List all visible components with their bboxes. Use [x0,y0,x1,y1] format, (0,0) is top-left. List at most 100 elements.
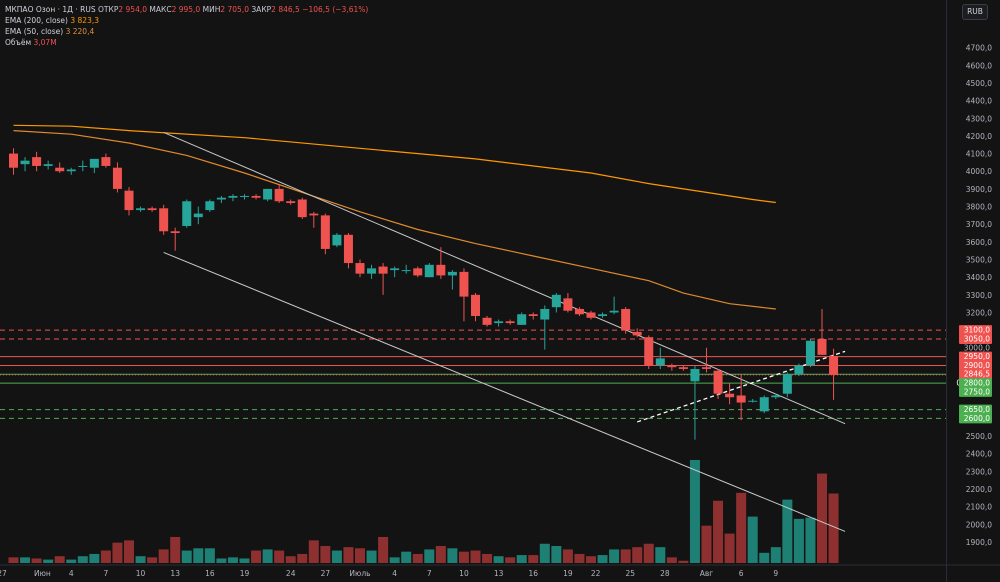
time-axis-tick-label: 10 [459,569,469,578]
candle [43,160,53,170]
candle-body [147,208,157,211]
price-label-value: 3050,0 [964,335,990,344]
candle-body [782,374,792,394]
candle [482,316,492,327]
candle-body [794,365,804,375]
price-label-box [959,333,992,344]
candle [725,383,735,405]
volume-bar [31,558,42,563]
price-label-value: 2650,0 [964,405,990,414]
candle [147,206,157,212]
volume-bar [482,553,493,563]
currency-button[interactable]: RUB [962,4,988,20]
legend-ema200-row[interactable]: EMA (200, close) 3 823,3 [5,15,368,26]
price-label-value: 2750,0 [964,388,990,397]
volume-bar [713,500,724,563]
time-axis-tick-label: 7 [427,569,432,578]
legend-high-label: МАКС [149,5,172,14]
candle [667,363,677,371]
legend-ema50-row[interactable]: EMA (50, close) 3 220,4 [5,26,368,37]
candle-body [43,164,53,166]
candle [240,194,249,200]
candle [66,167,76,175]
price-axis-tick-label: 4700,0 [966,44,992,53]
candle [759,395,769,414]
time-axis-tick-label: 28 [660,569,670,578]
candle [101,153,111,168]
volume-bar [597,555,608,563]
legend-symbol: МКПАО Озон · 1Д · RUS [5,5,96,14]
candle-body [367,268,377,274]
volume-bar [378,536,389,563]
volume-bar [204,548,215,563]
price-axis-tick-label: 4200,0 [966,132,992,141]
candle-body [78,165,88,167]
candle [9,148,18,175]
price-label-value: 2900,0 [964,361,990,370]
volume-bar [516,555,527,563]
volume-bar [170,536,181,563]
candle [459,268,469,322]
volume-bar [447,548,458,563]
candle [78,160,88,172]
candle-body [378,266,388,274]
candle-body [540,308,550,320]
candle [263,188,273,202]
price-label-box [959,404,992,415]
volume-bar [389,557,400,563]
legend-ema200-value: 3 823,3 [70,16,100,25]
price-axis-tick-label: 2500,0 [966,432,992,441]
candle-body [482,317,492,325]
time-axis-tick-label: 24 [286,569,296,578]
candle-body [667,365,677,368]
price-axis-tick-label: 2200,0 [966,485,992,494]
candle [89,158,99,174]
candle-body [632,331,642,336]
candle-body [182,201,192,226]
volume-bar [308,540,319,563]
candle-body [505,321,515,324]
candle [286,199,296,205]
candle [193,206,203,225]
candle [563,293,573,313]
volume-bar [551,546,562,563]
candle [159,204,169,235]
volume-bar [89,553,100,563]
volume-bar [643,543,654,563]
volume-bar [539,543,550,563]
volume-bar [574,553,585,563]
volume-bar [251,550,262,563]
price-axis-tick-label: 4400,0 [966,97,992,106]
candle [678,365,688,371]
candle [401,264,411,274]
volume-bar [193,548,204,563]
time-axis-tick-label: 19 [240,569,250,578]
volume-bar [135,556,146,563]
channel-upper-line [163,131,846,425]
time-axis-tick-label: 22 [591,569,601,578]
candle-body [55,167,65,172]
legend-volume-row[interactable]: Объём 3,07M [5,37,368,48]
candle-body [759,397,769,412]
volume-bar [331,550,342,563]
price-axis-tick-label: 3400,0 [966,273,992,282]
time-axis-tick-label: 7 [104,569,109,578]
candle-body [805,340,815,366]
price-label-value: 2800,0 [964,379,990,388]
candle-body [263,188,273,200]
volume-bar [297,553,308,563]
candle-body [274,188,284,202]
candle [32,151,42,172]
candle [424,263,434,278]
price-axis-tick-label: 1900,0 [966,538,992,547]
candle-body [655,358,665,366]
candle-body [320,215,330,249]
volume-bar [147,557,158,563]
candle [251,194,261,200]
ema50-line [13,130,776,310]
volume-bar [227,557,238,563]
candle [343,233,353,269]
candle-body [89,158,99,168]
